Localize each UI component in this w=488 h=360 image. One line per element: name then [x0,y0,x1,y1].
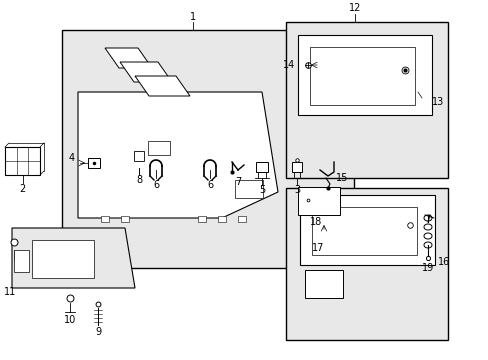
Bar [285,22,447,178]
Text: 4: 4 [69,153,75,163]
Bar [88,158,100,168]
Text: 17: 17 [311,243,324,253]
Text: 19: 19 [421,263,433,273]
Bar [235,180,263,198]
Text: 7: 7 [234,177,241,187]
Text: 15: 15 [335,173,347,183]
Bar [62,30,353,268]
Text: 6: 6 [206,180,213,190]
Bar [198,216,205,222]
Bar [134,151,143,161]
Bar [148,141,170,155]
Bar [285,188,447,340]
Polygon shape [297,35,431,115]
Text: 3: 3 [293,185,300,195]
Bar [311,207,416,255]
Bar [218,216,225,222]
Text: 2: 2 [20,184,25,194]
Bar [32,240,94,278]
Bar [14,250,29,272]
Text: 12: 12 [348,3,361,13]
Bar [121,216,129,222]
Text: 6: 6 [153,180,159,190]
Bar [238,216,245,222]
Bar [309,47,414,105]
Text: 9: 9 [95,327,101,337]
Text: 1: 1 [190,12,196,22]
Polygon shape [78,92,278,218]
Bar [256,162,267,172]
Text: 8: 8 [136,175,142,185]
Bar [101,216,109,222]
Text: 13: 13 [431,97,443,107]
Bar [297,187,339,215]
Text: 11: 11 [4,287,16,297]
Text: 5: 5 [258,185,264,195]
Text: 18: 18 [309,217,322,227]
Polygon shape [105,48,152,68]
Text: 14: 14 [282,60,294,70]
Bar [291,162,302,172]
Polygon shape [299,195,434,265]
Polygon shape [120,62,172,82]
Text: 16: 16 [437,257,449,267]
Text: 10: 10 [64,315,76,325]
Bar [305,270,342,298]
Bar [5,147,40,175]
Polygon shape [135,76,190,96]
Polygon shape [12,228,135,288]
